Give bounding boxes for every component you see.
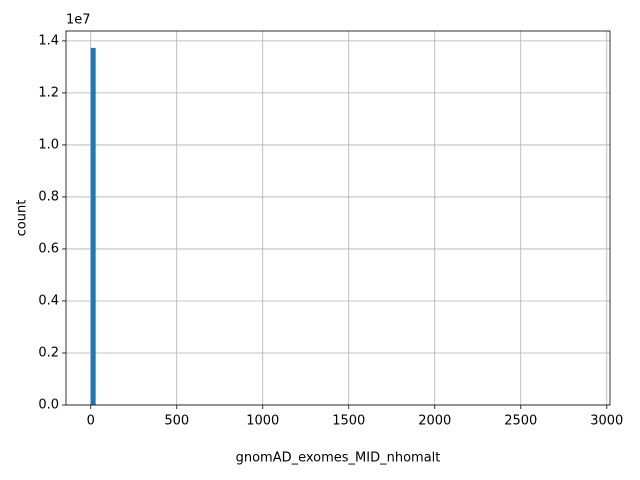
y-tick-label: 0.0 bbox=[38, 398, 59, 413]
x-tick-label: 2000 bbox=[418, 414, 451, 429]
y-tick-label: 1.4 bbox=[38, 33, 59, 48]
plot-frame bbox=[65, 30, 611, 406]
y-axis-label: count bbox=[15, 200, 30, 237]
y-offset-label: 1e7 bbox=[66, 13, 91, 28]
x-tick-label: 3000 bbox=[590, 414, 623, 429]
y-tick-label: 0.2 bbox=[38, 345, 59, 360]
x-tick-label: 500 bbox=[164, 414, 189, 429]
y-tick-label: 0.8 bbox=[38, 189, 59, 204]
y-tick-label: 0.4 bbox=[38, 293, 59, 308]
y-tick-label: 1.2 bbox=[38, 85, 59, 100]
x-tick-label: 1000 bbox=[246, 414, 279, 429]
x-axis-label: gnomAD_exomes_MID_nhomalt bbox=[236, 451, 441, 466]
bar bbox=[90, 47, 96, 405]
y-tick-label: 0.6 bbox=[38, 241, 59, 256]
x-tick-label: 0 bbox=[87, 414, 95, 429]
x-tick-label: 2500 bbox=[504, 414, 537, 429]
x-tick-label: 1500 bbox=[332, 414, 365, 429]
y-tick-label: 1.0 bbox=[38, 137, 59, 152]
